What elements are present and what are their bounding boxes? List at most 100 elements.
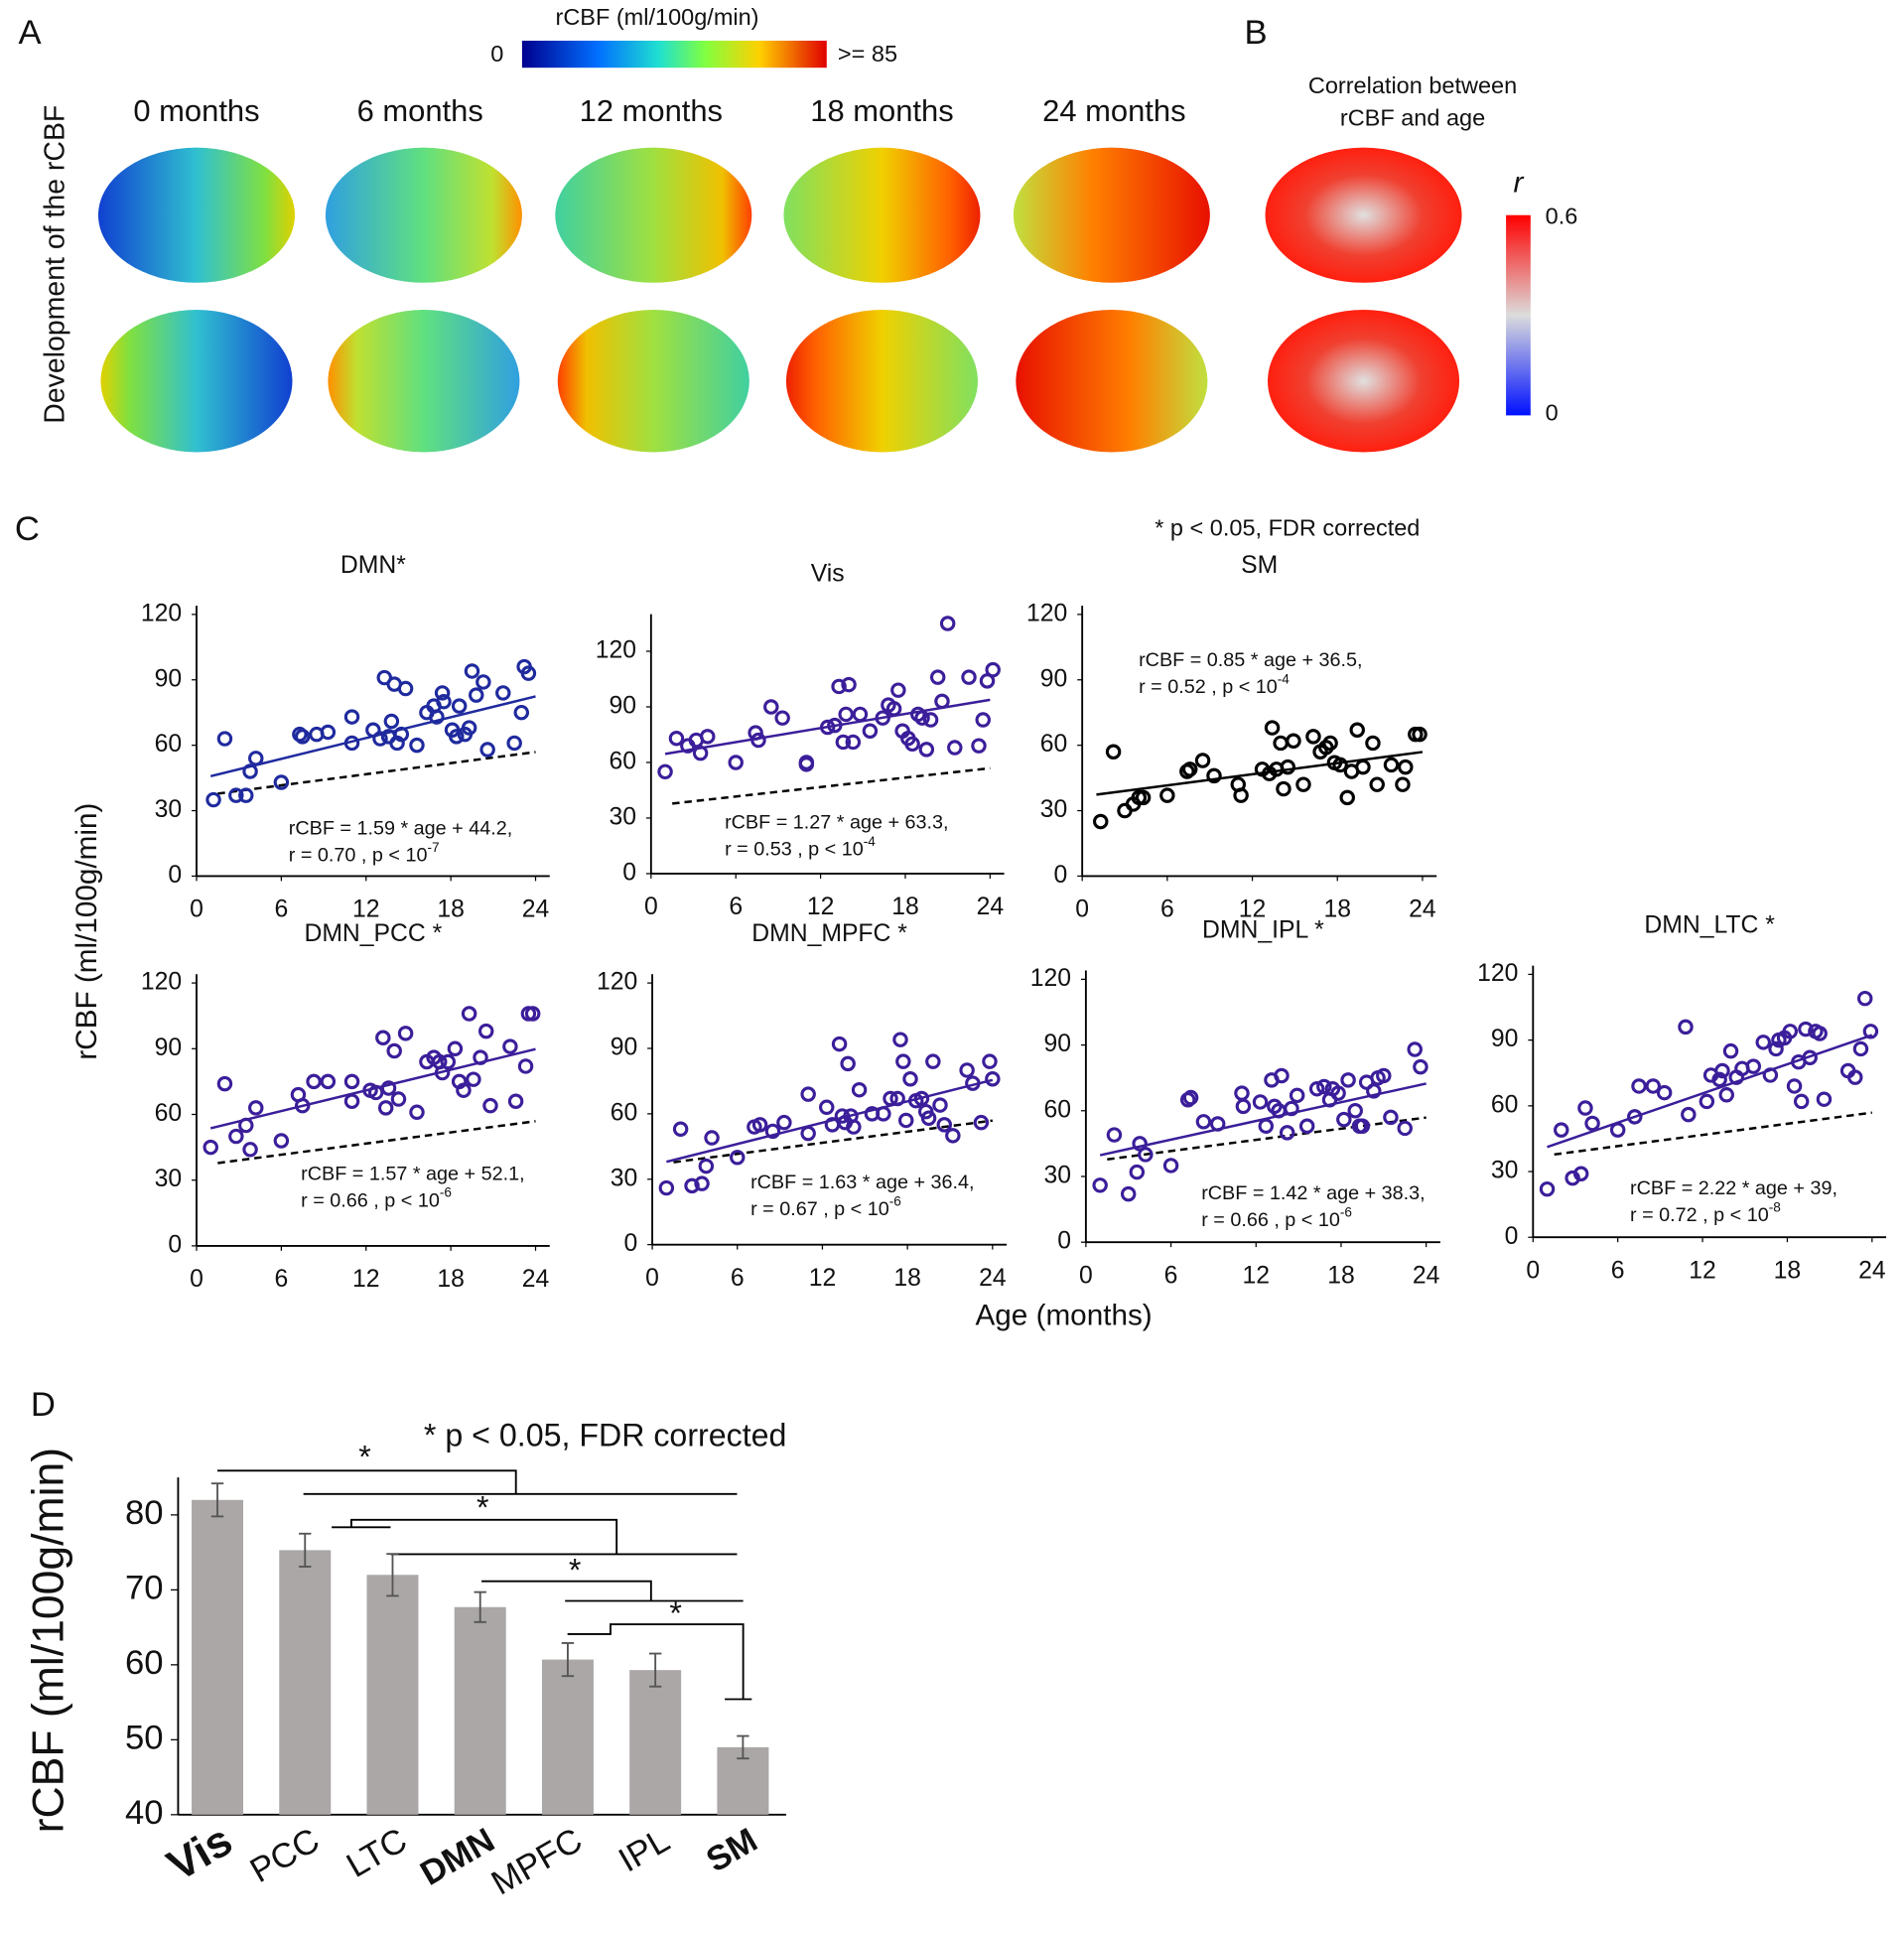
- brain-images: [97, 40, 1531, 453]
- x-tick-label: LTC: [340, 1822, 413, 1885]
- x-tick-label: 12: [352, 897, 380, 923]
- data-point: [750, 732, 766, 749]
- x-tick-label: 6: [731, 1265, 745, 1292]
- data-point: [1656, 1084, 1673, 1101]
- data-point: [1856, 990, 1873, 1007]
- annotation: rCBF = 1.59 * age + 44.2,: [289, 818, 512, 840]
- y-tick-label: 60: [1040, 731, 1068, 758]
- data-point: [464, 663, 480, 679]
- data-point: [925, 1053, 941, 1069]
- y-tick-label: 60: [609, 749, 636, 775]
- data-point: [372, 731, 388, 747]
- data-point: [819, 719, 836, 736]
- data-point: [1234, 1085, 1250, 1101]
- brain-lateral: [328, 309, 520, 453]
- x-tick-label: IPL: [612, 1822, 676, 1880]
- data-point: [440, 1053, 457, 1070]
- x-tick-label: 12: [1689, 1257, 1716, 1284]
- colorbar: [1506, 214, 1531, 416]
- data-point: [883, 1090, 898, 1107]
- error-bar: [210, 1482, 224, 1518]
- data-point: [684, 1177, 700, 1194]
- data-point: [1159, 787, 1175, 803]
- reference-line: [217, 751, 536, 795]
- data-point: [216, 1075, 233, 1092]
- data-point: [800, 1086, 816, 1102]
- data-point: [1336, 1111, 1352, 1128]
- data-point: [461, 1006, 477, 1022]
- data-point: [1206, 767, 1222, 784]
- annotation: rCBF = 1.63 * age + 36.4,: [750, 1172, 974, 1193]
- y-tick-label: 30: [609, 803, 636, 830]
- data-point: [1812, 1026, 1828, 1041]
- data-point: [1793, 1093, 1810, 1110]
- scatter-plot: 0 6 12 18 24 0 30 60 90 120 SM rCBF = 0.85 * age + …: [1026, 552, 1437, 923]
- annotation-exponent: -7: [427, 840, 439, 855]
- data-point: [506, 735, 522, 752]
- bar: [192, 1499, 244, 1815]
- colorbar: [521, 40, 827, 69]
- data-point: [819, 1099, 835, 1116]
- data-point: [451, 698, 468, 714]
- brain-medial: [97, 147, 295, 283]
- data-point: [477, 1023, 494, 1039]
- data-point: [1295, 776, 1311, 792]
- x-tick-label: 24: [1413, 1262, 1440, 1289]
- x-tick-label: 24: [522, 897, 550, 923]
- data-point: [1383, 757, 1400, 773]
- data-point: [461, 720, 477, 736]
- colorbar-label: 0: [1546, 399, 1559, 425]
- y-tick-label: 90: [1044, 1031, 1072, 1057]
- data-point: [1395, 776, 1411, 792]
- data-point: [466, 1071, 481, 1087]
- y-tick-label: 60: [1491, 1091, 1519, 1118]
- y-tick-label: 30: [1491, 1158, 1519, 1184]
- reference-line: [673, 1119, 993, 1164]
- bar: [629, 1670, 682, 1815]
- annotation: r = 0.67 , p < 10-6: [750, 1193, 901, 1220]
- data-point: [1182, 1089, 1199, 1106]
- y-tick-label: 120: [1026, 600, 1067, 626]
- data-point: [1718, 1087, 1734, 1103]
- data-point: [393, 726, 410, 743]
- data-point: [1135, 789, 1152, 806]
- annotation: rCBF = 1.42 * age + 38.3,: [1201, 1182, 1425, 1204]
- annotation-exponent: -6: [440, 1184, 452, 1199]
- data-point: [698, 1158, 715, 1174]
- data-point: [862, 723, 879, 739]
- data-point: [1280, 759, 1295, 775]
- colorbar-symbol: r: [1514, 167, 1525, 200]
- data-point: [835, 734, 852, 751]
- data-point: [1678, 1019, 1694, 1036]
- bar: [366, 1575, 419, 1815]
- data-point: [1339, 789, 1355, 806]
- data-point: [248, 1100, 264, 1116]
- data-point: [965, 1075, 981, 1091]
- data-point: [934, 693, 950, 710]
- colorbar-title: rCBF (ml/100g/min): [556, 4, 759, 30]
- data-point: [1322, 735, 1338, 752]
- data-point: [1768, 1040, 1784, 1057]
- x-tick-label: DMN: [414, 1822, 500, 1893]
- error-bar: [386, 1553, 399, 1597]
- data-point: [920, 1110, 937, 1126]
- chart-title: SM: [1241, 552, 1278, 579]
- y-tick-label: 60: [611, 1099, 638, 1126]
- x-tick-label: 6: [274, 897, 288, 923]
- data-point: [1584, 1115, 1600, 1132]
- error-bar: [648, 1652, 662, 1688]
- data-point: [1398, 759, 1414, 775]
- annotation: r = 0.53 , p < 10-4: [725, 833, 876, 860]
- x-tick-label: 0: [190, 1266, 204, 1293]
- data-point: [1376, 1067, 1392, 1084]
- data-point: [852, 706, 869, 723]
- panel-letter: D: [31, 1386, 56, 1424]
- annotation-stats: r = 0.70 , p < 10: [289, 845, 428, 867]
- brain-medial: [1013, 147, 1210, 283]
- data-point: [447, 1040, 464, 1057]
- data-point: [469, 687, 484, 703]
- data-point: [936, 1117, 953, 1133]
- data-point: [947, 740, 963, 756]
- brain-correlation: [1265, 147, 1462, 283]
